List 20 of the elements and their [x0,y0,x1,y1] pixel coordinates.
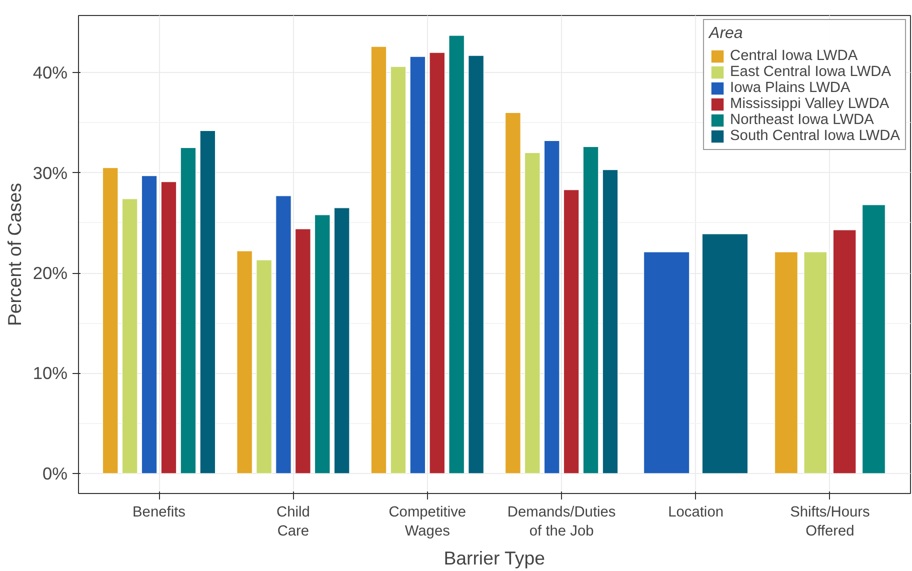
x-tick-label: Competitive Wages [388,504,466,540]
x-tick-label: Shifts/Hours Offered [790,504,870,540]
x-tick-label: Demands/Duties of the Job [507,504,616,540]
legend-label: Iowa Plains LWDA [730,80,850,96]
x-tick-label: Child Care [276,504,310,540]
x-axis-title: Barrier Type [444,548,545,569]
x-tick-label: Benefits [132,504,186,520]
y-tick-label: 10% [32,363,68,384]
y-tick-label: 30% [32,162,68,183]
y-tick-label: 20% [32,263,68,284]
legend-label: South Central Iowa LWDA [730,128,900,144]
y-tick-label: 0% [42,463,68,484]
x-tick-label: Location [668,504,724,520]
legend-label: Mississippi Valley LWDA [730,96,890,112]
legend-label: East Central Iowa LWDA [730,64,892,80]
y-axis-title: Percent of Cases [4,182,25,326]
legend-label: Northeast Iowa LWDA [730,112,874,128]
y-tick-label: 40% [32,62,68,83]
legend-title: Area [709,25,744,43]
legend-label: Central Iowa LWDA [730,48,858,64]
